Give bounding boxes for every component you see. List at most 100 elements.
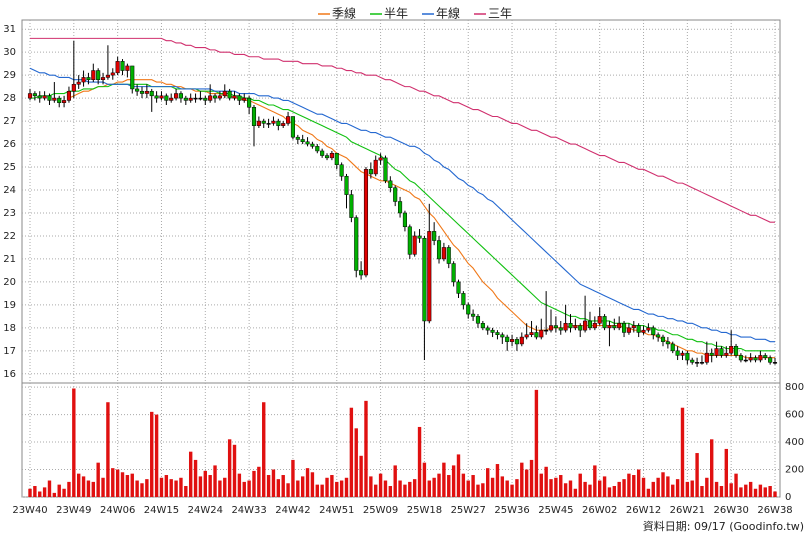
volume-bar bbox=[388, 486, 393, 497]
candle-body bbox=[393, 187, 398, 202]
candle-body bbox=[286, 116, 291, 124]
candle-body bbox=[105, 74, 110, 78]
candle-body bbox=[47, 95, 52, 101]
candle-body bbox=[587, 320, 593, 329]
volume-bar bbox=[729, 483, 733, 497]
candle-body bbox=[300, 139, 305, 143]
volume-bar bbox=[276, 479, 281, 497]
volume-bar bbox=[271, 469, 276, 497]
volume-bar bbox=[412, 479, 417, 497]
volume-bar bbox=[744, 484, 748, 497]
volume-bar bbox=[432, 477, 436, 497]
candle-body bbox=[96, 70, 101, 80]
candle-body bbox=[86, 77, 91, 80]
candle-body bbox=[617, 323, 622, 329]
volume-bar bbox=[257, 466, 261, 497]
candle-body bbox=[597, 316, 602, 324]
candle-body bbox=[174, 93, 179, 99]
volume-bar bbox=[544, 466, 548, 497]
volume-bar bbox=[456, 454, 461, 497]
volume-bar bbox=[773, 491, 777, 497]
candle-body bbox=[505, 336, 510, 342]
candle-body bbox=[71, 84, 76, 92]
volume-bar bbox=[86, 480, 91, 497]
volume-bar bbox=[232, 444, 237, 497]
candle-body bbox=[441, 247, 446, 260]
volume-bar bbox=[705, 477, 709, 497]
candle-body bbox=[714, 348, 719, 356]
candle-body bbox=[583, 320, 588, 331]
volume-bar bbox=[753, 488, 758, 497]
candle-body bbox=[417, 235, 422, 239]
volume-bar bbox=[325, 477, 329, 497]
volume-bar bbox=[266, 475, 271, 497]
candle-body bbox=[305, 141, 310, 145]
candle-body bbox=[222, 90, 227, 97]
candle-body bbox=[612, 325, 617, 329]
candle-body bbox=[510, 339, 515, 342]
volume-tick-label: 0 bbox=[785, 492, 791, 503]
candle-body bbox=[261, 120, 266, 124]
candle-body bbox=[383, 157, 388, 182]
candle-body bbox=[344, 175, 349, 195]
legend-label: 半年 bbox=[384, 7, 408, 21]
y-tick-label: 24 bbox=[3, 185, 16, 196]
candle-body bbox=[378, 157, 383, 161]
volume-bar bbox=[339, 480, 344, 497]
candle-body bbox=[354, 217, 359, 271]
volume-bar bbox=[539, 473, 543, 497]
volume-bar bbox=[106, 402, 110, 497]
volume-bar bbox=[169, 479, 173, 497]
volume-bar bbox=[310, 472, 315, 497]
candle-body bbox=[675, 350, 680, 356]
volume-bar bbox=[252, 470, 256, 497]
candle-body bbox=[651, 327, 656, 336]
volume-bar bbox=[476, 484, 480, 497]
volume-bar bbox=[661, 472, 665, 497]
candle-body bbox=[743, 359, 748, 362]
x-tick-label: 24W51 bbox=[319, 505, 354, 516]
candle-body bbox=[290, 116, 295, 138]
volume-bar bbox=[651, 481, 655, 497]
legend-label: 年線 bbox=[436, 6, 460, 21]
volume-bar bbox=[198, 476, 203, 497]
y-tick-label: 27 bbox=[3, 116, 16, 127]
volume-bar bbox=[218, 480, 222, 497]
y-tick-label: 25 bbox=[3, 162, 16, 173]
volume-bar bbox=[179, 477, 183, 497]
volume-bar bbox=[154, 414, 159, 497]
volume-bar bbox=[748, 481, 753, 497]
candle-body bbox=[125, 65, 130, 71]
candle-body bbox=[768, 357, 773, 363]
x-tick-label: 26W30 bbox=[714, 505, 749, 516]
volume-bar bbox=[510, 484, 514, 497]
volume-bar bbox=[374, 484, 378, 497]
volume-bar bbox=[451, 465, 456, 497]
candle-body bbox=[339, 164, 344, 177]
volume-bar bbox=[67, 481, 71, 497]
volume-bar bbox=[52, 492, 57, 497]
volume-bar bbox=[583, 481, 587, 497]
candle-body bbox=[266, 123, 271, 125]
y-tick-label: 21 bbox=[3, 254, 16, 265]
candle-body bbox=[149, 90, 154, 97]
y-tick-label: 30 bbox=[3, 47, 16, 58]
y-tick-label: 19 bbox=[3, 300, 16, 311]
candle-body bbox=[295, 136, 300, 140]
volume-bar bbox=[461, 473, 466, 497]
volume-bar bbox=[184, 486, 188, 497]
candle-body bbox=[495, 332, 500, 336]
volume-bar bbox=[125, 475, 130, 497]
ma-line bbox=[30, 37, 775, 223]
volume-bar bbox=[130, 473, 134, 497]
volume-bar bbox=[188, 451, 193, 497]
volume-bar bbox=[685, 481, 690, 497]
volume-bar bbox=[709, 439, 714, 497]
volume-bar bbox=[38, 491, 42, 497]
candle-body bbox=[110, 72, 115, 76]
candle-body bbox=[446, 247, 451, 264]
candle-body bbox=[563, 323, 568, 331]
volume-bar bbox=[763, 487, 767, 497]
candle-body bbox=[670, 343, 675, 352]
candle-body bbox=[169, 97, 174, 101]
